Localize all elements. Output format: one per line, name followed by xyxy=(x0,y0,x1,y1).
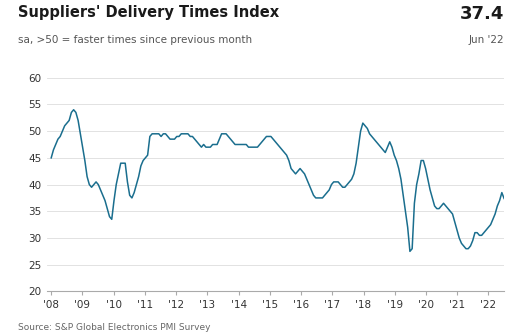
Text: 37.4: 37.4 xyxy=(460,5,504,23)
Text: Jun '22: Jun '22 xyxy=(468,35,504,45)
Text: sa, >50 = faster times since previous month: sa, >50 = faster times since previous mo… xyxy=(18,35,252,45)
Text: Suppliers' Delivery Times Index: Suppliers' Delivery Times Index xyxy=(18,5,279,20)
Text: Source: S&P Global Electronics PMI Survey: Source: S&P Global Electronics PMI Surve… xyxy=(18,323,210,332)
